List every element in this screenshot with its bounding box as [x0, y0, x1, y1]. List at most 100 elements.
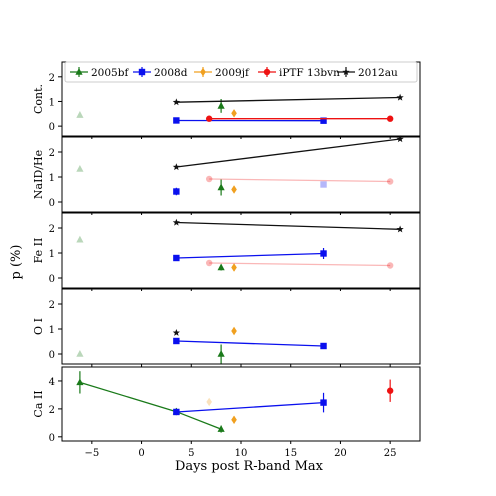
panel-fe-ii: Fe II 0 1 2: [32, 212, 421, 291]
panel-cont-label: Cont.: [32, 84, 45, 114]
panel-naid-he-frame: [61, 136, 421, 213]
panel-cont-y-tick-label: 0: [49, 122, 55, 133]
data-point: [173, 117, 180, 124]
legend: 2005bf 2008d 2009jf iPTF 13bvn 2012au: [64, 61, 418, 83]
panel-fe-ii-series-2005bf: [76, 235, 225, 271]
x-tick-label: −5: [84, 448, 99, 459]
legend-entry-2008d: 2008d: [133, 67, 188, 79]
data-point: [217, 350, 225, 357]
data-point: [76, 111, 84, 118]
panel-ca-ii-series-2009jf: [206, 397, 237, 424]
data-point: [231, 415, 237, 424]
series-line: [176, 340, 324, 347]
data-point: [386, 178, 394, 185]
legend-entry-2009jf: 2009jf: [194, 67, 250, 79]
legend-marker: [263, 68, 271, 76]
panel-ca-ii-frame: [61, 366, 421, 442]
panel-naid-he-series-2005bf: [76, 165, 225, 196]
data-point: [386, 115, 394, 122]
legend-entry-2012au: 2012au: [337, 67, 398, 79]
panel-ca-ii-y-tick-label: 0: [49, 433, 55, 444]
data-point: [76, 165, 84, 172]
legend-label: 2008d: [154, 67, 188, 79]
data-point: [320, 250, 327, 257]
legend-marker: [138, 68, 146, 76]
panel-cont-series-2012au: [172, 93, 404, 106]
data-point: [172, 98, 180, 106]
panel-naid-he-series-2008d: [173, 181, 327, 196]
data-point: [76, 378, 84, 386]
data-point: [396, 93, 404, 101]
legend-label: 2005bf: [91, 67, 129, 79]
legend-marker: [200, 67, 206, 77]
data-point: [173, 188, 180, 195]
panel-o-i-y-tick-label: 2: [49, 300, 55, 311]
panel-fe-ii-series-2008d: [173, 248, 327, 262]
panel-naid-he-y-tick-label: 0: [49, 198, 55, 209]
legend-marker: [75, 68, 83, 75]
series-line: [176, 252, 324, 259]
data-point: [172, 163, 180, 171]
panel-cont-y-tick-label: 1: [49, 97, 55, 108]
data-point: [320, 342, 327, 350]
panel-ca-ii-y-tick-label: 2: [49, 405, 55, 416]
data-point: [231, 109, 237, 118]
panel-naid-he-y-tick-label: 1: [49, 173, 55, 184]
legend-entry-2005bf: 2005bf: [70, 67, 129, 79]
panel-ca-ii-series-2008d: [173, 392, 327, 416]
panel-naid-he: NaID/He 0 1 2: [32, 135, 421, 215]
data-point: [76, 350, 84, 357]
legend-entry-iptf-13bvn: iPTF 13bvn: [258, 67, 340, 79]
data-point: [396, 225, 404, 233]
series-line: [176, 221, 401, 230]
legend-frame: [64, 61, 418, 83]
data-point: [386, 262, 394, 269]
data-point: [396, 135, 404, 143]
panel-o-i-y-tick-label: 1: [49, 325, 55, 336]
panel-cont-series-iptf-13bvn: [205, 115, 394, 122]
panel-o-i-series-2009jf: [231, 326, 237, 336]
panel-o-i-series-2005bf: [76, 344, 225, 364]
panel-o-i: O I 0 1 2: [32, 288, 421, 367]
panel-fe-ii-label: Fe II: [32, 238, 45, 264]
series-line: [79, 381, 222, 430]
panel-fe-ii-y-tick-label: 2: [49, 224, 55, 235]
data-point: [173, 254, 180, 262]
legend-label: iPTF 13bvn: [279, 67, 340, 79]
x-tick-label: 20: [334, 448, 347, 459]
panel-fe-ii-series-2012au: [172, 218, 404, 233]
panel-fe-ii-series-iptf-13bvn: [205, 259, 394, 269]
panel-ca-ii-y-tick-label: 4: [49, 377, 55, 388]
panel-ca-ii-series-2005bf: [76, 371, 225, 433]
x-tick-label: 5: [188, 448, 194, 459]
legend-label: 2012au: [358, 67, 398, 79]
legend-marker: [342, 68, 350, 76]
panel-naid-he-series-2012au: [172, 135, 404, 171]
panel-naid-he-y-tick-label: 2: [49, 148, 55, 159]
data-point: [231, 185, 237, 194]
series-line: [176, 138, 401, 168]
panel-cont: Cont. 0 1 2: [32, 61, 421, 139]
x-tick-label: 15: [284, 448, 297, 459]
data-point: [217, 263, 225, 271]
data-point: [205, 175, 213, 183]
panel-naid-he-series-2009jf: [231, 185, 237, 194]
x-tick-label: 10: [235, 448, 248, 459]
data-point: [217, 183, 225, 191]
panel-fe-ii-y-tick-label: 1: [49, 249, 55, 260]
panels-layer: Cont. 0 1 2 NaID/He 0 1 2 Fe II 0 1 2 O I 0 1 2 Ca II 0 2 4…: [32, 61, 421, 459]
data-point: [173, 408, 180, 416]
data-point: [217, 101, 225, 109]
panel-naid-he-label: NaID/He: [32, 150, 45, 199]
panel-o-i-series-2012au: [172, 328, 180, 336]
data-point: [172, 328, 180, 336]
data-point: [206, 397, 212, 407]
y-axis-label: p (%): [9, 245, 24, 280]
panel-o-i-y-tick-label: 0: [49, 350, 55, 361]
panel-o-i-series-2008d: [173, 337, 327, 350]
panel-naid-he-series-iptf-13bvn: [205, 175, 394, 185]
data-point: [205, 259, 213, 267]
data-point: [76, 235, 84, 243]
data-point: [217, 425, 225, 432]
